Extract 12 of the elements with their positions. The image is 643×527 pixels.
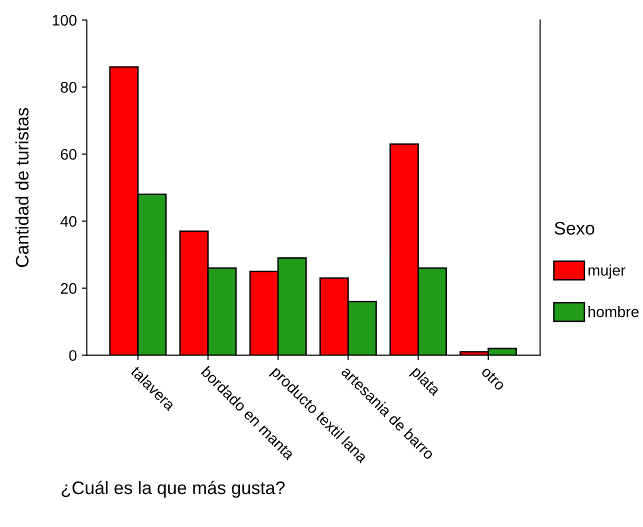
x-tick-label: otro xyxy=(480,366,506,392)
y-tick-label: 80 xyxy=(60,82,76,93)
y-tick-label: 20 xyxy=(60,283,76,294)
legend-title: Sexo xyxy=(554,222,594,235)
y-tick-label: 60 xyxy=(60,148,76,160)
legend-label: hombre xyxy=(588,306,639,318)
legend-label: mujer xyxy=(588,264,626,279)
y-tick-label: 40 xyxy=(60,216,76,227)
y-tick-label: 100 xyxy=(52,14,76,26)
y-tick-label: 0 xyxy=(69,350,76,361)
x-axis-title: ¿Cuál es la que más gusta? xyxy=(62,480,285,498)
y-axis-title: Cantidad de turistas xyxy=(15,108,29,267)
